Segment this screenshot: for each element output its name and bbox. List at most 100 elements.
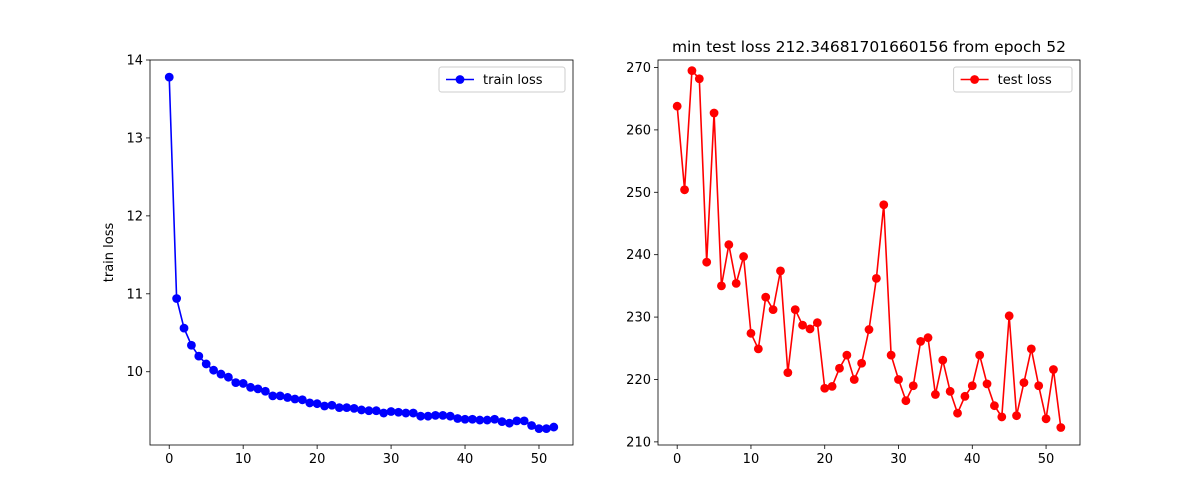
y-tick-label: 10	[126, 365, 143, 380]
data-point	[953, 408, 962, 418]
y-tick-label: 11	[126, 287, 143, 302]
data-point	[290, 394, 300, 404]
data-point	[960, 391, 970, 401]
data-point	[172, 294, 182, 303]
data-point	[490, 414, 500, 424]
data-point	[886, 350, 896, 360]
data-point	[238, 379, 248, 388]
y-tick-label: 230	[626, 311, 651, 326]
data-point	[1049, 365, 1058, 374]
data-point	[1004, 311, 1014, 321]
series-test-loss	[672, 66, 1066, 432]
x-tick-label: 20	[309, 452, 326, 467]
data-point	[312, 399, 322, 409]
data-point	[260, 386, 270, 396]
data-point	[997, 412, 1007, 422]
data-point	[408, 408, 418, 418]
data-point	[320, 401, 329, 411]
data-point	[423, 411, 433, 421]
data-point	[349, 403, 359, 413]
data-point	[694, 74, 704, 84]
data-point	[534, 424, 544, 434]
x-tick-label: 20	[816, 452, 833, 467]
data-point	[549, 422, 559, 432]
data-point	[820, 383, 830, 393]
chart-title: min test loss 212.34681701660156 from ep…	[672, 38, 1066, 56]
data-point	[842, 350, 852, 360]
data-point	[416, 411, 426, 421]
legend-label: test loss	[998, 73, 1052, 88]
data-point	[475, 415, 485, 425]
data-point	[283, 393, 292, 402]
x-tick-label: 10	[235, 452, 252, 467]
data-point	[386, 407, 396, 416]
data-point	[1034, 381, 1044, 391]
axes-frame	[657, 59, 1081, 446]
data-point	[1026, 344, 1036, 354]
data-point	[194, 351, 204, 361]
legend: test loss	[953, 66, 1073, 93]
data-point	[702, 257, 712, 267]
data-point	[731, 278, 741, 288]
data-point	[776, 266, 785, 276]
data-point	[438, 410, 448, 420]
x-tick-label: 10	[743, 452, 760, 467]
data-point	[938, 355, 948, 365]
y-tick-label: 13	[126, 131, 143, 146]
data-point	[342, 403, 352, 412]
data-point	[768, 305, 778, 314]
series-line	[676, 68, 1062, 428]
data-point	[371, 406, 381, 416]
data-point	[871, 273, 881, 283]
data-point	[739, 252, 748, 261]
chart-panel-2: 0 10 20 30 40 50 210 220 230 240 250 260 270 min test…	[626, 38, 1081, 467]
data-point	[849, 375, 859, 384]
data-point	[505, 418, 514, 428]
y-tick-label: 220	[626, 373, 651, 388]
data-point	[379, 408, 389, 418]
data-point	[798, 320, 808, 330]
series-train-loss	[164, 72, 559, 434]
data-point	[901, 396, 911, 406]
data-point	[357, 405, 366, 415]
data-point	[201, 359, 211, 369]
data-point	[761, 292, 771, 302]
data-point	[164, 72, 174, 82]
data-point	[460, 414, 470, 424]
data-point	[275, 391, 285, 401]
data-point	[527, 421, 536, 430]
x-tick-label: 40	[457, 452, 474, 467]
x-tick-label: 30	[383, 452, 400, 467]
data-point	[753, 344, 763, 354]
axes-frame	[149, 59, 574, 446]
data-point	[401, 408, 411, 418]
x-tick-label: 0	[673, 452, 681, 467]
data-point	[482, 415, 492, 425]
data-point	[687, 66, 697, 76]
data-point	[305, 398, 315, 408]
data-point	[805, 324, 815, 334]
data-point	[334, 403, 344, 412]
y-tick-label: 260	[626, 123, 651, 138]
x-tick-label: 0	[165, 452, 173, 467]
x-tick-label: 50	[1038, 452, 1055, 467]
y-tick-label: 240	[626, 248, 651, 263]
data-point	[179, 323, 189, 333]
data-point	[783, 368, 793, 378]
data-point	[812, 318, 822, 328]
data-point	[519, 416, 529, 426]
data-point	[1012, 411, 1021, 421]
legend-label: train loss	[483, 73, 543, 88]
y-tick-label: 250	[626, 186, 651, 201]
y-tick-label: 14	[126, 54, 143, 69]
data-point	[709, 108, 719, 118]
data-point	[497, 417, 507, 427]
data-point	[231, 378, 241, 388]
data-point	[724, 240, 734, 250]
data-point	[1041, 414, 1051, 424]
data-point	[827, 381, 837, 391]
data-point	[672, 101, 682, 111]
data-point	[445, 411, 455, 421]
data-point	[717, 281, 726, 291]
